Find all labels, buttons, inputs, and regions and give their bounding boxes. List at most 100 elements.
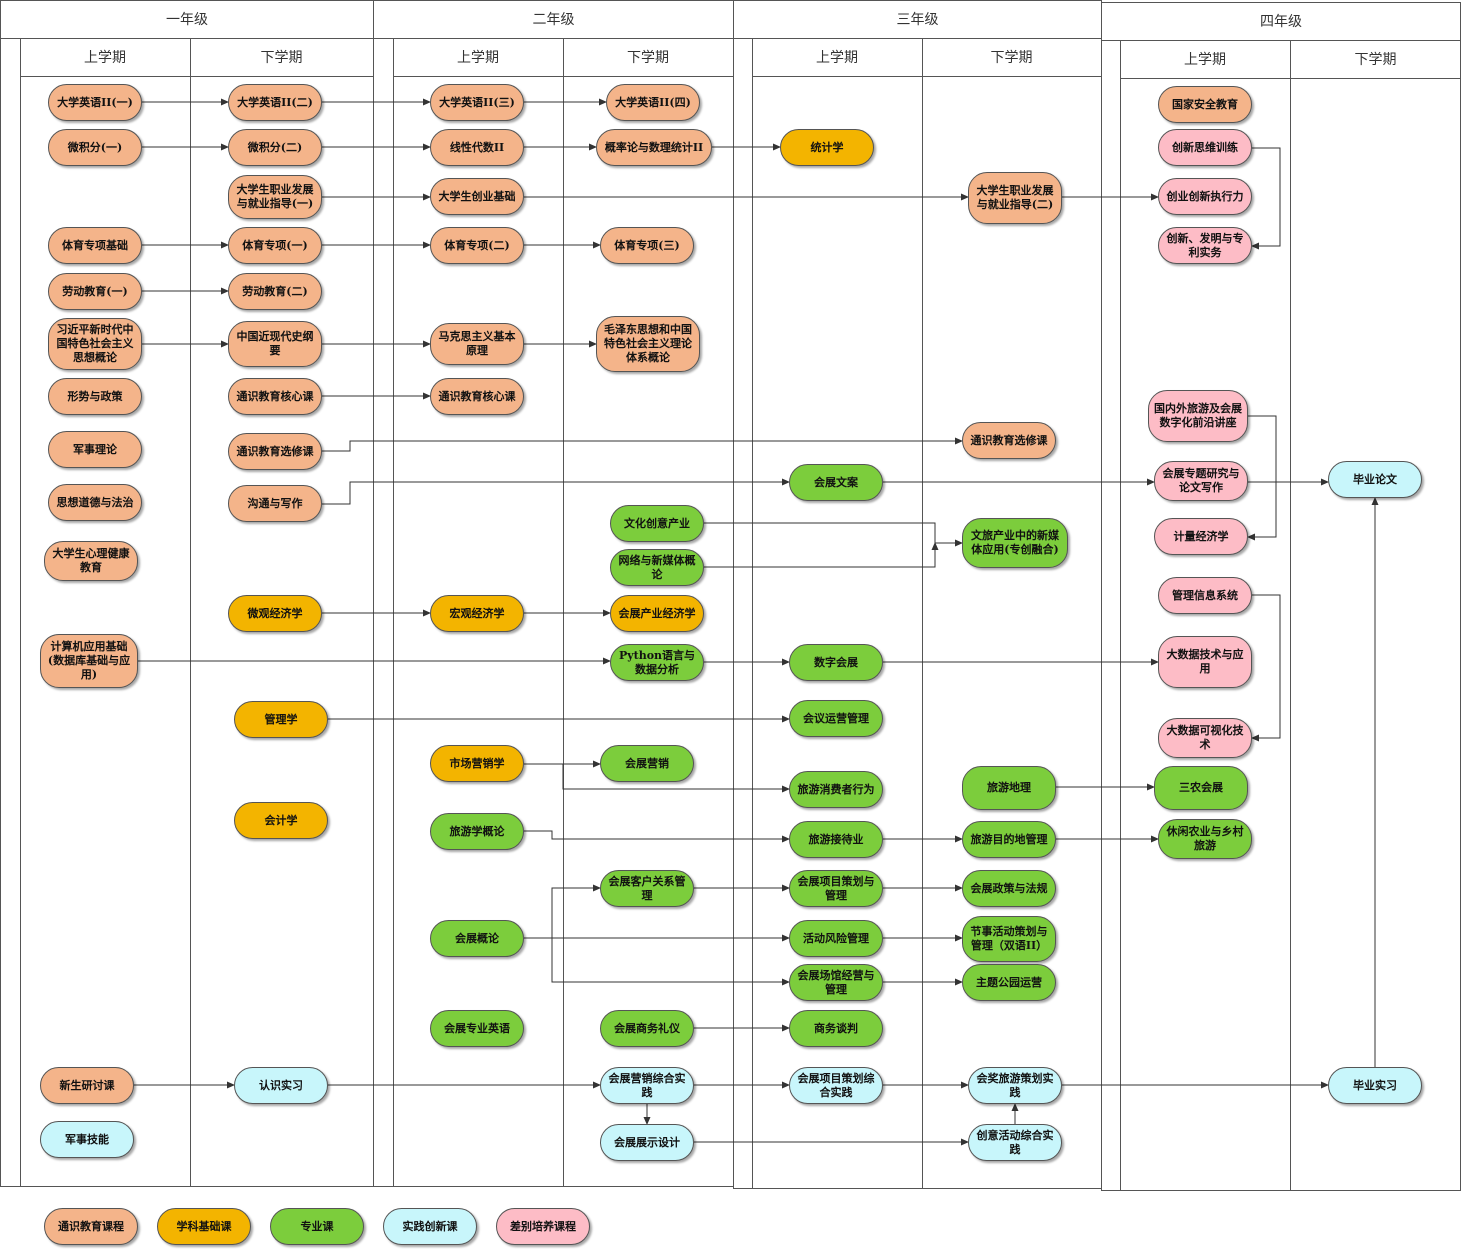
semester-header-4b: 下学期 bbox=[1354, 52, 1397, 68]
course-node[interactable]: 毕业论文 bbox=[1328, 461, 1422, 498]
course-node[interactable]: 形势与政策 bbox=[48, 378, 142, 415]
course-node[interactable]: 创意活动综合实践 bbox=[968, 1124, 1062, 1161]
course-node[interactable]: 市场营销学 bbox=[430, 745, 524, 782]
course-node[interactable]: 大学英语II(四) bbox=[606, 84, 700, 121]
legend-practice: 实践创新课 bbox=[383, 1208, 477, 1245]
course-node[interactable]: 会展展示设计 bbox=[600, 1124, 694, 1161]
course-node[interactable]: 新生研讨课 bbox=[40, 1067, 134, 1104]
course-node[interactable]: 大学英语II(一) bbox=[48, 84, 142, 121]
course-node[interactable]: 国内外旅游及会展数字化前沿讲座 bbox=[1148, 390, 1248, 442]
course-node[interactable]: 商务谈判 bbox=[789, 1010, 883, 1047]
course-node[interactable]: 旅游地理 bbox=[962, 766, 1056, 810]
course-node[interactable]: 会展场馆经营与管理 bbox=[789, 964, 883, 1001]
connector-arrow bbox=[704, 522, 963, 547]
course-node[interactable]: 宏观经济学 bbox=[430, 595, 524, 632]
course-node[interactable]: 创新思维训练 bbox=[1158, 129, 1252, 166]
course-node[interactable]: 计量经济学 bbox=[1154, 518, 1248, 555]
course-node[interactable]: 大数据可视化技术 bbox=[1158, 718, 1252, 758]
course-node[interactable]: 计算机应用基础(数据库基础与应用) bbox=[40, 634, 138, 688]
course-node[interactable]: 微观经济学 bbox=[228, 595, 322, 632]
course-node[interactable]: 会展项目策划综合实践 bbox=[789, 1067, 883, 1104]
legend-elective: 差别培养课程 bbox=[496, 1208, 590, 1245]
course-node[interactable]: 网络与新媒体概论 bbox=[610, 549, 704, 586]
course-node[interactable]: 大学生职业发展与就业指导(二) bbox=[968, 172, 1062, 224]
course-node[interactable]: 会展政策与法规 bbox=[962, 870, 1056, 907]
course-node[interactable]: 通识教育选修课 bbox=[228, 433, 322, 470]
course-node[interactable]: 体育专项(二) bbox=[430, 227, 524, 264]
course-node[interactable]: 微积分(二) bbox=[228, 129, 322, 166]
course-node[interactable]: 中国近现代史纲要 bbox=[228, 321, 322, 367]
course-node[interactable]: 创新、发明与专利实务 bbox=[1158, 227, 1252, 264]
course-node[interactable]: 管理信息系统 bbox=[1158, 577, 1252, 614]
course-node[interactable]: Python语言与数据分析 bbox=[610, 644, 704, 681]
course-node[interactable]: 数字会展 bbox=[789, 644, 883, 681]
course-node[interactable]: 大数据技术与应用 bbox=[1158, 636, 1252, 688]
course-node[interactable]: 会展客户关系管理 bbox=[600, 870, 694, 907]
connector-arrow bbox=[562, 764, 790, 793]
course-node[interactable]: 会议运营管理 bbox=[789, 700, 883, 737]
course-node[interactable]: 毕业实习 bbox=[1328, 1067, 1422, 1104]
course-node[interactable]: 会计学 bbox=[234, 802, 328, 839]
course-node[interactable]: 节事活动策划与管理（双语II） bbox=[962, 916, 1056, 962]
course-node[interactable]: 军事技能 bbox=[40, 1121, 134, 1158]
course-node[interactable]: 会展专题研究与论文写作 bbox=[1154, 461, 1248, 501]
course-node[interactable]: 管理学 bbox=[234, 701, 328, 738]
course-node[interactable]: 通识教育选修课 bbox=[962, 422, 1056, 459]
course-node[interactable]: 旅游接待业 bbox=[789, 821, 883, 858]
course-node[interactable]: 会展项目策划与管理 bbox=[789, 870, 883, 907]
course-node[interactable]: 微积分(一) bbox=[48, 129, 142, 166]
course-node[interactable]: 会展产业经济学 bbox=[610, 595, 704, 632]
course-node[interactable]: 军事理论 bbox=[48, 431, 142, 468]
course-node[interactable]: 体育专项(一) bbox=[228, 227, 322, 264]
course-node[interactable]: 休闲农业与乡村旅游 bbox=[1158, 819, 1252, 859]
course-node[interactable]: 大学生职业发展与就业指导(一) bbox=[228, 175, 322, 219]
course-node[interactable]: 会展概论 bbox=[430, 920, 524, 957]
course-node[interactable]: 习近平新时代中国特色社会主义思想概论 bbox=[48, 318, 142, 370]
course-node[interactable]: 大学英语II(二) bbox=[228, 84, 322, 121]
course-node[interactable]: 三农会展 bbox=[1154, 766, 1248, 810]
course-node[interactable]: 体育专项(三) bbox=[600, 227, 694, 264]
course-node[interactable]: 劳动教育(一) bbox=[48, 273, 142, 310]
course-node[interactable]: 会展营销综合实践 bbox=[600, 1067, 694, 1104]
course-node[interactable]: 大学英语II(三) bbox=[430, 84, 524, 121]
year-title-1: 一年级 bbox=[166, 12, 208, 28]
course-node[interactable]: 概率论与数理统计II bbox=[596, 129, 712, 166]
course-node[interactable]: 旅游目的地管理 bbox=[962, 821, 1056, 858]
course-node[interactable]: 文旅产业中的新媒体应用(专创融合) bbox=[962, 518, 1068, 568]
course-node[interactable]: 思想道德与法治 bbox=[48, 484, 142, 521]
course-node[interactable]: 创业创新执行力 bbox=[1158, 178, 1252, 215]
course-node[interactable]: 体育专项基础 bbox=[48, 227, 142, 264]
course-node[interactable]: 会展商务礼仪 bbox=[600, 1010, 694, 1047]
course-node[interactable]: 沟通与写作 bbox=[228, 485, 322, 522]
connector-arrow bbox=[551, 938, 790, 986]
course-node[interactable]: 会展文案 bbox=[789, 464, 883, 501]
course-node[interactable]: 线性代数II bbox=[430, 129, 524, 166]
course-node[interactable]: 马克思主义基本原理 bbox=[430, 323, 524, 365]
course-node[interactable]: 大学生心理健康教育 bbox=[44, 541, 138, 581]
course-node[interactable]: 统计学 bbox=[780, 129, 874, 166]
course-node[interactable]: 通识教育核心课 bbox=[430, 378, 524, 415]
course-node[interactable]: 通识教育核心课 bbox=[228, 378, 322, 415]
course-node[interactable]: 会奖旅游策划实践 bbox=[968, 1067, 1062, 1104]
course-node[interactable]: 文化创意产业 bbox=[610, 505, 704, 542]
connector-arrow bbox=[551, 884, 601, 938]
semester-header-2b: 下学期 bbox=[627, 50, 669, 66]
course-node[interactable]: 旅游学概论 bbox=[430, 813, 524, 850]
course-node[interactable]: 会展专业英语 bbox=[430, 1010, 524, 1047]
semester-header-3b: 下学期 bbox=[990, 50, 1033, 66]
course-node[interactable]: 会展营销 bbox=[600, 745, 694, 782]
connector-arrow bbox=[704, 542, 939, 568]
legend-general: 通识教育课程 bbox=[44, 1208, 138, 1245]
course-node[interactable]: 国家安全教育 bbox=[1158, 86, 1252, 123]
course-node[interactable]: 毛泽东思想和中国特色社会主义理论体系概论 bbox=[596, 316, 700, 372]
legend-major: 专业课 bbox=[270, 1208, 364, 1245]
course-node[interactable]: 主题公园运营 bbox=[962, 964, 1056, 1001]
course-node[interactable]: 活动风险管理 bbox=[789, 920, 883, 957]
semester-header-1b: 下学期 bbox=[260, 50, 303, 66]
course-node[interactable]: 认识实习 bbox=[234, 1067, 328, 1104]
course-node[interactable]: 劳动教育(二) bbox=[228, 273, 322, 310]
course-node[interactable]: 大学生创业基础 bbox=[430, 178, 524, 215]
course-node[interactable]: 旅游消费者行为 bbox=[789, 771, 883, 808]
